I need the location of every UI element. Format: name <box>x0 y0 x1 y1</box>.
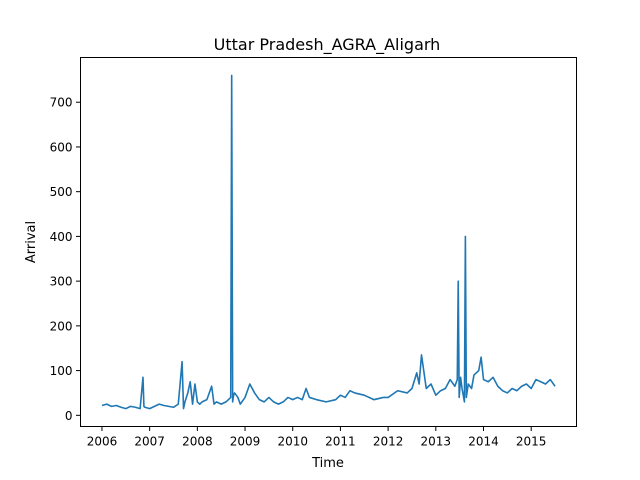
plot-frame <box>80 57 577 427</box>
y-tick-label: 100 <box>50 364 73 378</box>
x-tick-label: 2011 <box>325 435 356 449</box>
x-axis-label: Time <box>311 456 344 471</box>
x-tick-label: 2013 <box>421 435 452 449</box>
y-tick-label: 500 <box>50 185 73 199</box>
y-axis-label: Arrival <box>24 221 39 263</box>
x-tick-label: 2007 <box>134 435 165 449</box>
y-tick-label: 700 <box>50 96 73 110</box>
plot-area <box>101 74 556 410</box>
x-tick-label: 2009 <box>230 435 261 449</box>
x-tick-label: 2012 <box>373 435 404 449</box>
y-tick-label: 300 <box>50 275 73 289</box>
y-tick-label: 400 <box>50 230 73 244</box>
chart-title: Uttar Pradesh_AGRA_Aligarh <box>214 35 441 55</box>
x-tick-label: 2014 <box>468 435 499 449</box>
x-axis: 2006 2007 2008 2009 2010 2011 2012 2013 2014 2015 <box>87 426 547 449</box>
series-line-0 <box>101 74 556 410</box>
x-tick-label: 2006 <box>87 435 118 449</box>
y-tick-label: 600 <box>50 140 73 154</box>
x-tick-label: 2008 <box>182 435 213 449</box>
x-tick-label: 2010 <box>277 435 308 449</box>
y-tick-label: 0 <box>65 409 73 423</box>
y-axis: 0 100 200 300 400 500 600 700 <box>50 96 81 423</box>
x-tick-label: 2015 <box>516 435 547 449</box>
y-tick-label: 200 <box>50 319 73 333</box>
